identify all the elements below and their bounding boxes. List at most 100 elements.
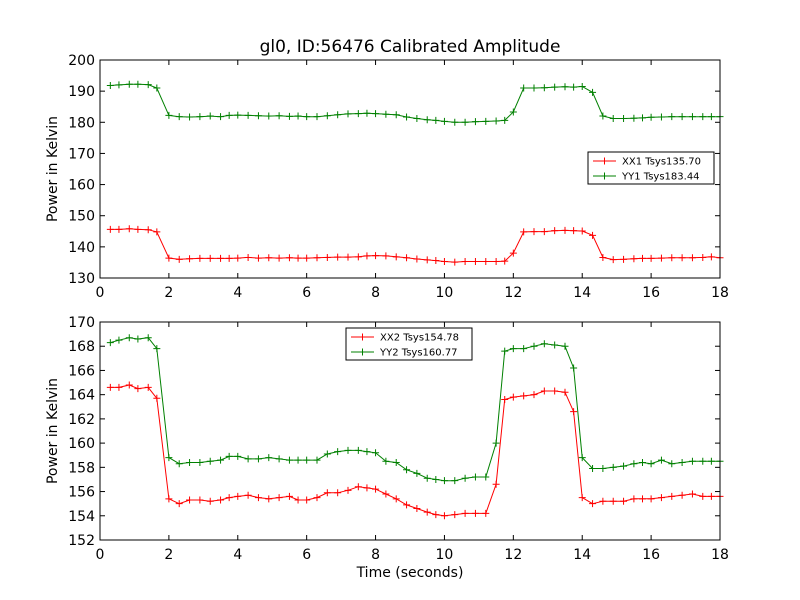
data-point — [561, 226, 569, 234]
data-point — [334, 253, 342, 261]
data-point — [275, 112, 283, 120]
data-point — [354, 483, 362, 491]
data-point — [372, 110, 380, 118]
data-point — [134, 335, 142, 343]
data-point — [482, 509, 490, 517]
data-point — [225, 494, 233, 502]
data-point — [551, 83, 559, 91]
data-point — [520, 84, 528, 92]
data-point — [413, 469, 421, 477]
x-tick-label: 4 — [233, 285, 242, 301]
y-tick-label: 150 — [68, 209, 95, 225]
data-point — [570, 364, 578, 372]
data-point — [275, 254, 283, 262]
data-point — [313, 254, 321, 262]
data-point — [657, 113, 665, 121]
data-point — [530, 391, 538, 399]
x-tick-label: 12 — [504, 285, 522, 301]
data-point — [382, 110, 390, 118]
data-point — [344, 110, 352, 118]
data-point — [372, 485, 380, 493]
data-point — [254, 455, 262, 463]
data-point — [234, 254, 242, 262]
data-point — [482, 257, 490, 265]
data-point — [225, 452, 233, 460]
data-point — [589, 465, 597, 473]
series-1 — [106, 381, 724, 520]
data-point — [668, 460, 676, 468]
data-point — [657, 494, 665, 502]
data-point — [432, 257, 440, 265]
data-point — [217, 456, 225, 464]
data-point — [363, 484, 371, 492]
y-tick-label: 154 — [68, 509, 95, 525]
data-point — [620, 497, 628, 505]
data-point — [678, 491, 686, 499]
data-point — [688, 254, 696, 262]
data-point — [106, 225, 114, 233]
data-point — [561, 342, 569, 350]
data-point — [206, 457, 214, 465]
data-point — [144, 81, 152, 89]
data-point — [551, 227, 559, 235]
x-tick-label: 16 — [642, 285, 660, 301]
y-tick-label: 170 — [68, 146, 95, 162]
data-point — [115, 225, 123, 233]
y-tick-label: 190 — [68, 84, 95, 100]
data-point — [206, 497, 214, 505]
data-point — [657, 456, 665, 464]
data-point — [106, 82, 114, 90]
data-point — [303, 113, 311, 121]
data-point — [578, 494, 586, 502]
data-point — [285, 456, 293, 464]
data-point — [403, 254, 411, 262]
data-point — [570, 83, 578, 91]
x-tick-label: 6 — [302, 547, 311, 563]
data-point — [589, 231, 597, 239]
data-point — [578, 82, 586, 90]
series-1 — [106, 225, 724, 266]
data-point — [589, 88, 597, 96]
data-point — [115, 336, 123, 344]
data-point — [125, 334, 133, 342]
data-point — [440, 117, 448, 125]
x-tick-label: 10 — [436, 547, 454, 563]
x-tick-label: 6 — [302, 285, 311, 301]
y-tick-label: 164 — [68, 388, 95, 404]
top-panel: 0 2 4 6 8 10 12 14 16 18 130 140 150 160 170 180 190 200 P… — [45, 53, 729, 301]
data-point — [363, 109, 371, 117]
y-axis-label: Power in Kelvin — [45, 116, 61, 222]
data-point — [175, 255, 183, 263]
x-tick-label: 16 — [642, 547, 660, 563]
data-point — [244, 491, 252, 499]
data-point — [501, 257, 509, 265]
data-point — [234, 452, 242, 460]
data-point — [344, 486, 352, 494]
series-2 — [106, 334, 724, 485]
data-point — [530, 342, 538, 350]
data-point — [125, 80, 133, 88]
data-point — [609, 256, 617, 264]
data-point — [323, 253, 331, 261]
data-point — [540, 340, 548, 348]
y-tick-label: 152 — [68, 533, 95, 549]
data-point — [570, 408, 578, 416]
data-point — [471, 509, 479, 517]
y-tick-label: 158 — [68, 460, 95, 476]
data-point — [285, 492, 293, 500]
data-point — [144, 383, 152, 391]
y-tick-label: 200 — [68, 53, 95, 69]
data-point — [344, 253, 352, 261]
y-tick-label: 180 — [68, 115, 95, 131]
data-point — [707, 492, 715, 500]
data-point — [153, 84, 161, 92]
data-point — [382, 252, 390, 260]
data-point — [657, 254, 665, 262]
data-point — [225, 111, 233, 119]
data-point — [165, 495, 173, 503]
data-point — [294, 496, 302, 504]
legend: XX1 Tsys135.70 YY1 Tsys183.44 — [587, 151, 715, 185]
data-point — [509, 345, 517, 353]
data-point — [699, 253, 707, 261]
data-point — [323, 112, 331, 120]
